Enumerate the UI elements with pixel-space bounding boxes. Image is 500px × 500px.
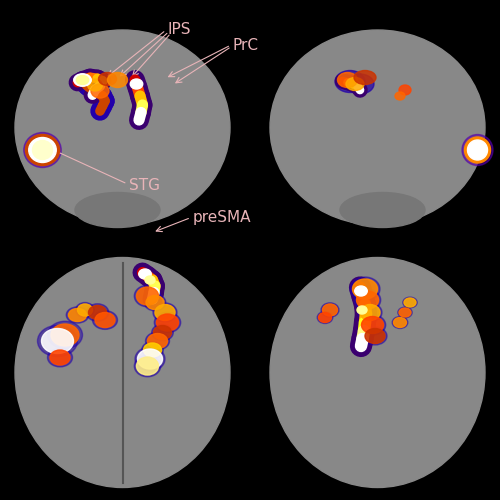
- Ellipse shape: [68, 308, 86, 322]
- Ellipse shape: [144, 343, 162, 357]
- Ellipse shape: [156, 314, 178, 331]
- Ellipse shape: [95, 312, 115, 328]
- Ellipse shape: [354, 289, 380, 311]
- Ellipse shape: [153, 303, 177, 322]
- Ellipse shape: [26, 134, 60, 166]
- Ellipse shape: [75, 192, 160, 228]
- Ellipse shape: [48, 348, 72, 367]
- Ellipse shape: [134, 285, 160, 307]
- Ellipse shape: [146, 332, 170, 350]
- Ellipse shape: [92, 310, 118, 330]
- Ellipse shape: [468, 140, 487, 160]
- Ellipse shape: [317, 312, 333, 324]
- Ellipse shape: [66, 307, 89, 323]
- Ellipse shape: [399, 85, 411, 95]
- Text: preSMA: preSMA: [192, 210, 251, 225]
- Ellipse shape: [355, 286, 367, 296]
- Ellipse shape: [154, 312, 180, 332]
- Ellipse shape: [15, 30, 230, 225]
- Ellipse shape: [362, 316, 384, 334]
- Ellipse shape: [146, 296, 164, 310]
- Ellipse shape: [42, 328, 74, 353]
- Ellipse shape: [360, 304, 380, 320]
- Ellipse shape: [356, 291, 378, 309]
- Ellipse shape: [335, 70, 365, 92]
- Ellipse shape: [98, 72, 116, 86]
- Ellipse shape: [358, 303, 382, 322]
- Ellipse shape: [357, 306, 367, 314]
- Ellipse shape: [346, 78, 364, 90]
- Ellipse shape: [134, 355, 160, 377]
- Ellipse shape: [136, 357, 158, 375]
- Ellipse shape: [138, 349, 162, 369]
- Ellipse shape: [136, 287, 158, 305]
- Ellipse shape: [91, 84, 109, 98]
- Ellipse shape: [395, 92, 405, 100]
- Ellipse shape: [360, 315, 386, 335]
- Ellipse shape: [350, 277, 380, 301]
- Ellipse shape: [363, 327, 387, 345]
- Ellipse shape: [145, 276, 155, 284]
- Ellipse shape: [318, 312, 332, 322]
- Ellipse shape: [321, 303, 339, 317]
- Ellipse shape: [154, 326, 172, 340]
- Ellipse shape: [76, 76, 89, 84]
- Ellipse shape: [15, 258, 230, 488]
- Ellipse shape: [399, 308, 411, 317]
- Ellipse shape: [29, 138, 56, 162]
- Ellipse shape: [51, 324, 79, 346]
- Ellipse shape: [38, 326, 78, 356]
- Text: PrC: PrC: [232, 38, 258, 54]
- Ellipse shape: [48, 322, 82, 349]
- Ellipse shape: [108, 72, 128, 88]
- Ellipse shape: [322, 304, 338, 316]
- Ellipse shape: [398, 307, 412, 318]
- Ellipse shape: [88, 79, 102, 91]
- Ellipse shape: [32, 140, 52, 160]
- Ellipse shape: [144, 294, 166, 311]
- Ellipse shape: [130, 79, 143, 89]
- Ellipse shape: [403, 297, 417, 308]
- Ellipse shape: [352, 279, 378, 299]
- Ellipse shape: [86, 304, 109, 322]
- Text: IPS: IPS: [168, 22, 191, 38]
- Ellipse shape: [76, 302, 94, 318]
- Ellipse shape: [88, 306, 106, 320]
- Ellipse shape: [462, 134, 493, 166]
- Ellipse shape: [142, 342, 164, 358]
- Ellipse shape: [24, 132, 61, 168]
- Ellipse shape: [346, 74, 374, 94]
- Ellipse shape: [340, 192, 425, 228]
- Ellipse shape: [139, 269, 151, 279]
- Ellipse shape: [155, 304, 175, 320]
- Ellipse shape: [148, 334, 168, 348]
- Text: STG: STG: [129, 178, 160, 192]
- Ellipse shape: [404, 298, 416, 307]
- Ellipse shape: [50, 350, 70, 365]
- Ellipse shape: [338, 72, 357, 88]
- Ellipse shape: [365, 328, 385, 344]
- Ellipse shape: [152, 324, 174, 341]
- Ellipse shape: [394, 318, 406, 328]
- Ellipse shape: [270, 258, 485, 488]
- Ellipse shape: [392, 316, 408, 328]
- Ellipse shape: [270, 30, 485, 225]
- Ellipse shape: [78, 304, 92, 316]
- Ellipse shape: [354, 70, 376, 85]
- Ellipse shape: [74, 74, 91, 86]
- Ellipse shape: [464, 137, 490, 163]
- Ellipse shape: [135, 347, 165, 371]
